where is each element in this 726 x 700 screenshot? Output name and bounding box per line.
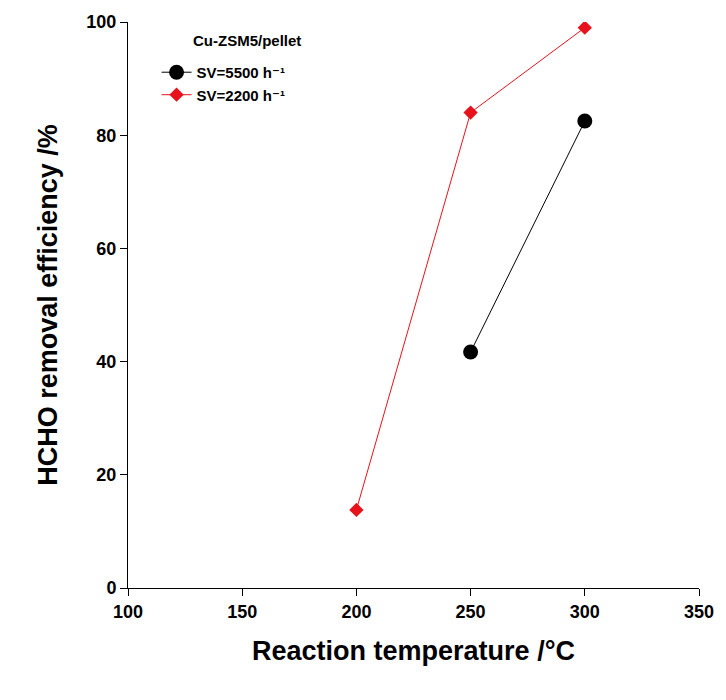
svg-text:20: 20 (96, 465, 116, 485)
svg-text:40: 40 (96, 352, 116, 372)
svg-text:Cu-ZSM5/pellet: Cu-ZSM5/pellet (193, 32, 301, 49)
svg-text:80: 80 (96, 126, 116, 146)
svg-text:150: 150 (227, 602, 257, 622)
svg-text:200: 200 (341, 602, 371, 622)
svg-text:100: 100 (113, 602, 143, 622)
svg-text:60: 60 (96, 239, 116, 259)
svg-text:HCHO removal efficiency /%: HCHO removal efficiency /% (33, 124, 63, 486)
svg-text:Reaction temperature /°C: Reaction temperature /°C (252, 636, 575, 666)
svg-text:0: 0 (106, 578, 116, 598)
svg-text:100: 100 (86, 12, 116, 32)
svg-text:300: 300 (570, 602, 600, 622)
svg-text:SV=2200 h⁻¹: SV=2200 h⁻¹ (197, 87, 285, 104)
svg-text:250: 250 (456, 602, 486, 622)
svg-text:SV=5500 h⁻¹: SV=5500 h⁻¹ (197, 64, 285, 81)
svg-text:350: 350 (684, 602, 714, 622)
